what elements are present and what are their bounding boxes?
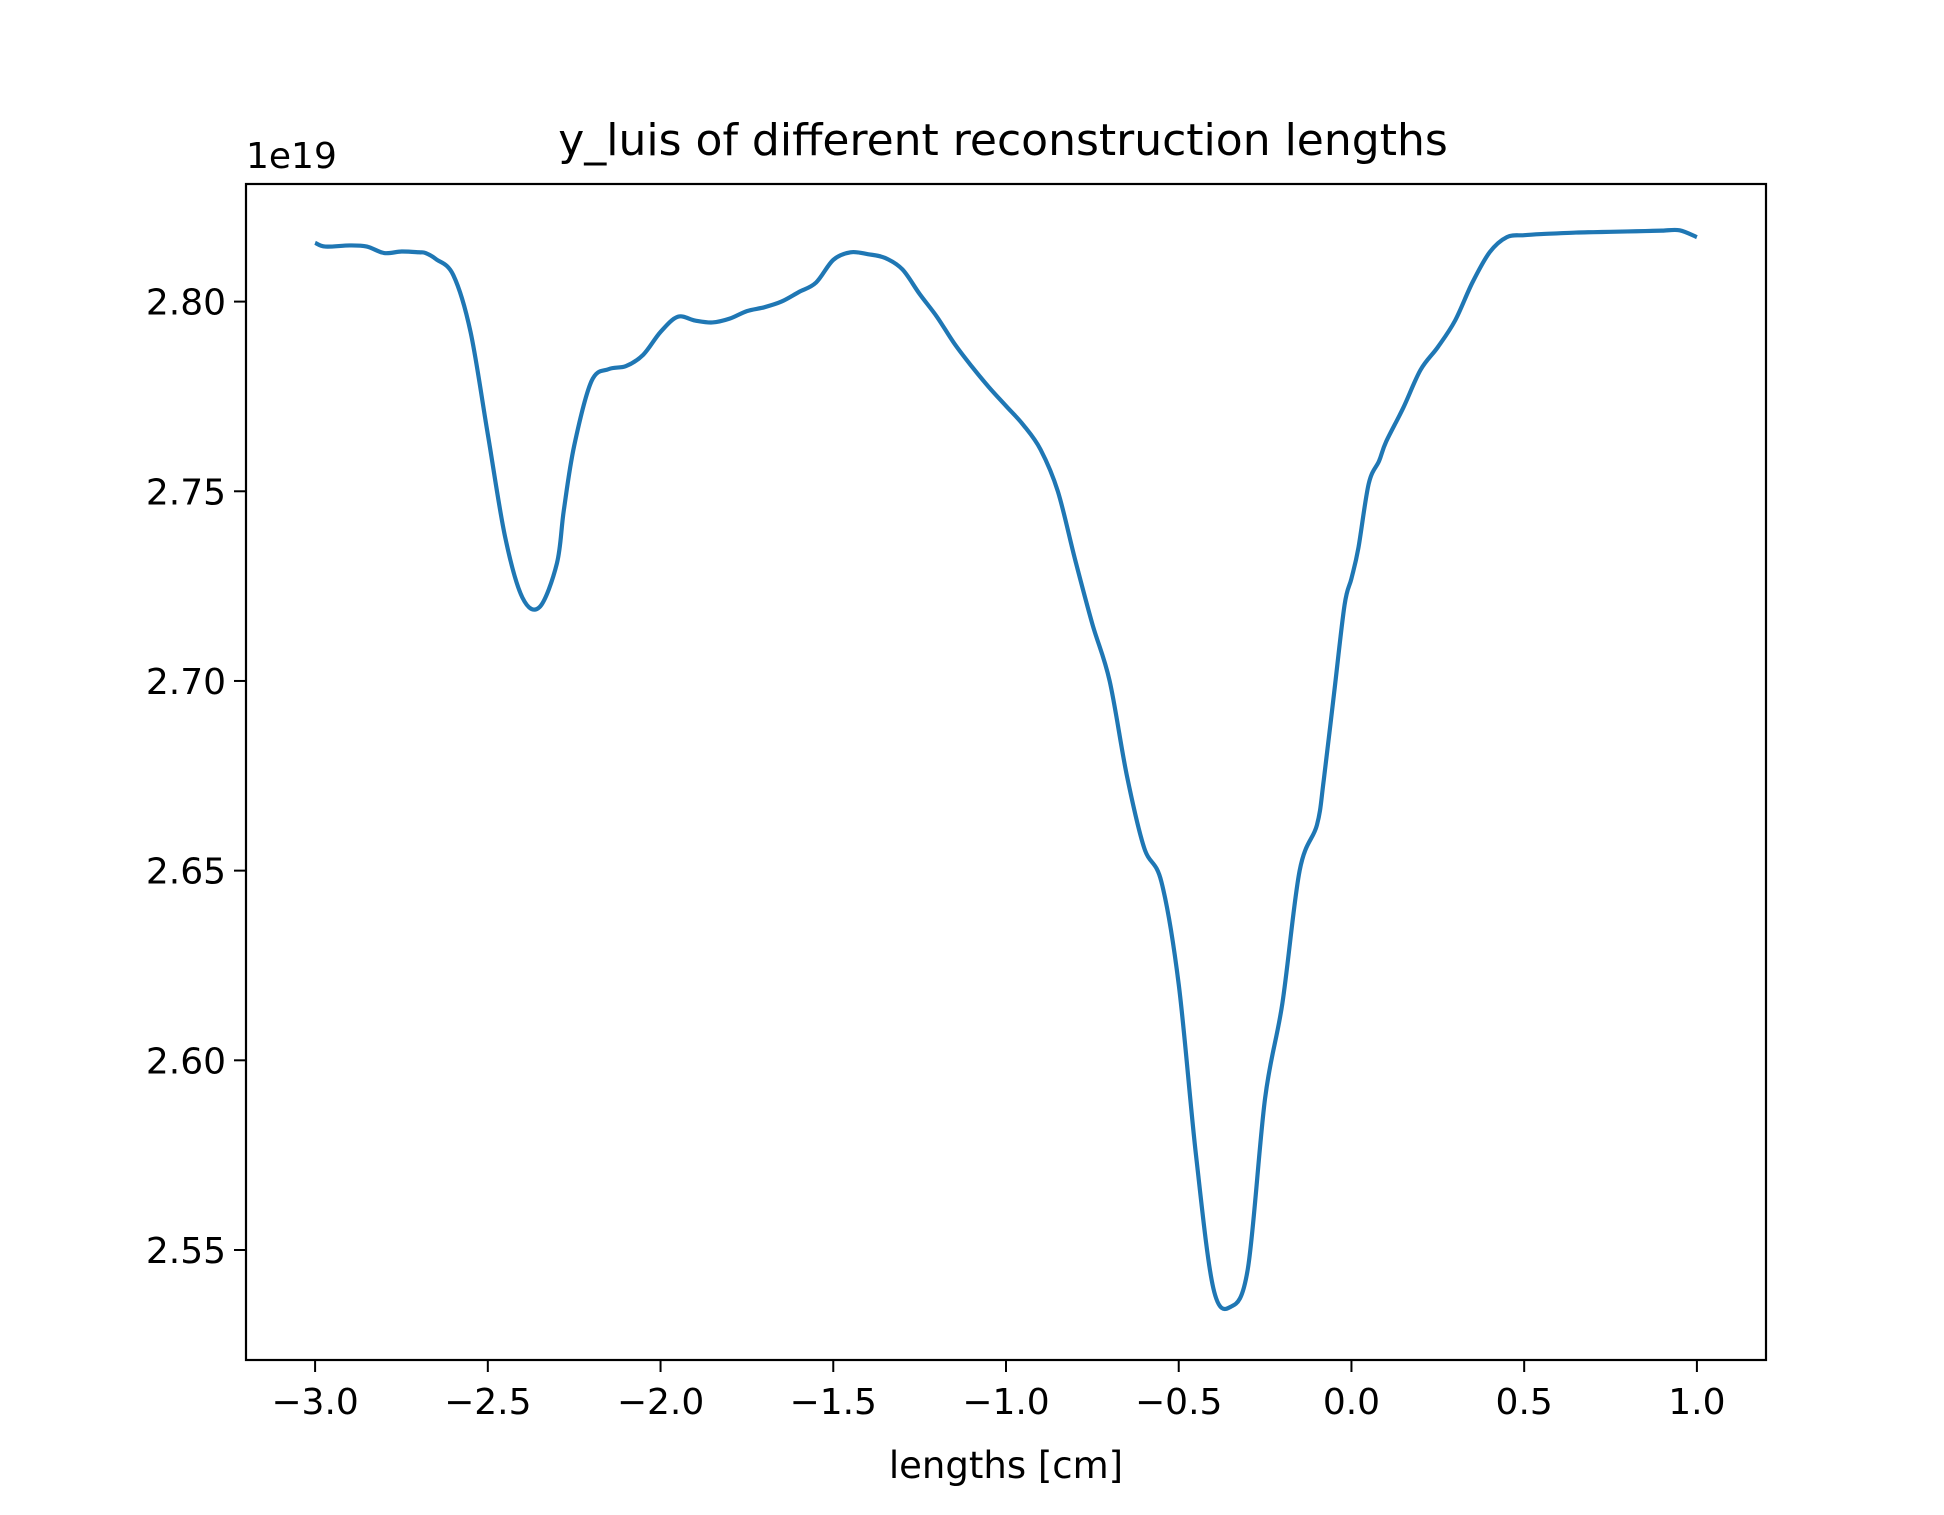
x-tick-label: 0.0 — [1323, 1382, 1380, 1423]
x-tick-label: −1.5 — [790, 1382, 877, 1423]
y-tick-label: 2.75 — [146, 472, 226, 513]
x-tick-label: −3.0 — [271, 1382, 358, 1423]
plot-area — [314, 227, 1698, 1312]
y-tick-label: 2.60 — [146, 1041, 226, 1082]
plot-frame — [244, 182, 1768, 1362]
x-tick-label: −0.5 — [1135, 1382, 1222, 1423]
y-axis: 2.55 2.60 2.65 2.70 2.75 2.80 — [146, 283, 246, 1272]
x-tick-label: −1.0 — [962, 1382, 1049, 1423]
y-tick-label: 2.80 — [146, 283, 226, 324]
x-axis-label: lengths [cm] — [889, 1444, 1123, 1487]
x-tick-label: 1.0 — [1668, 1382, 1725, 1423]
x-axis: −3.0 −2.5 −2.0 −1.5 −1.0 −0.5 0.0 0.5 1.0 — [271, 1360, 1726, 1423]
y-tick-label: 2.65 — [146, 852, 226, 893]
y-tick-label: 2.55 — [146, 1231, 226, 1272]
series-line — [314, 227, 1698, 1312]
x-tick-label: −2.0 — [617, 1382, 704, 1423]
y-offset-label: 1e19 — [246, 136, 337, 177]
x-tick-label: −2.5 — [444, 1382, 531, 1423]
chart-title: y_luis of different reconstruction lengt… — [558, 115, 1448, 166]
x-tick-label: 0.5 — [1496, 1382, 1553, 1423]
y-tick-label: 2.70 — [146, 662, 226, 703]
